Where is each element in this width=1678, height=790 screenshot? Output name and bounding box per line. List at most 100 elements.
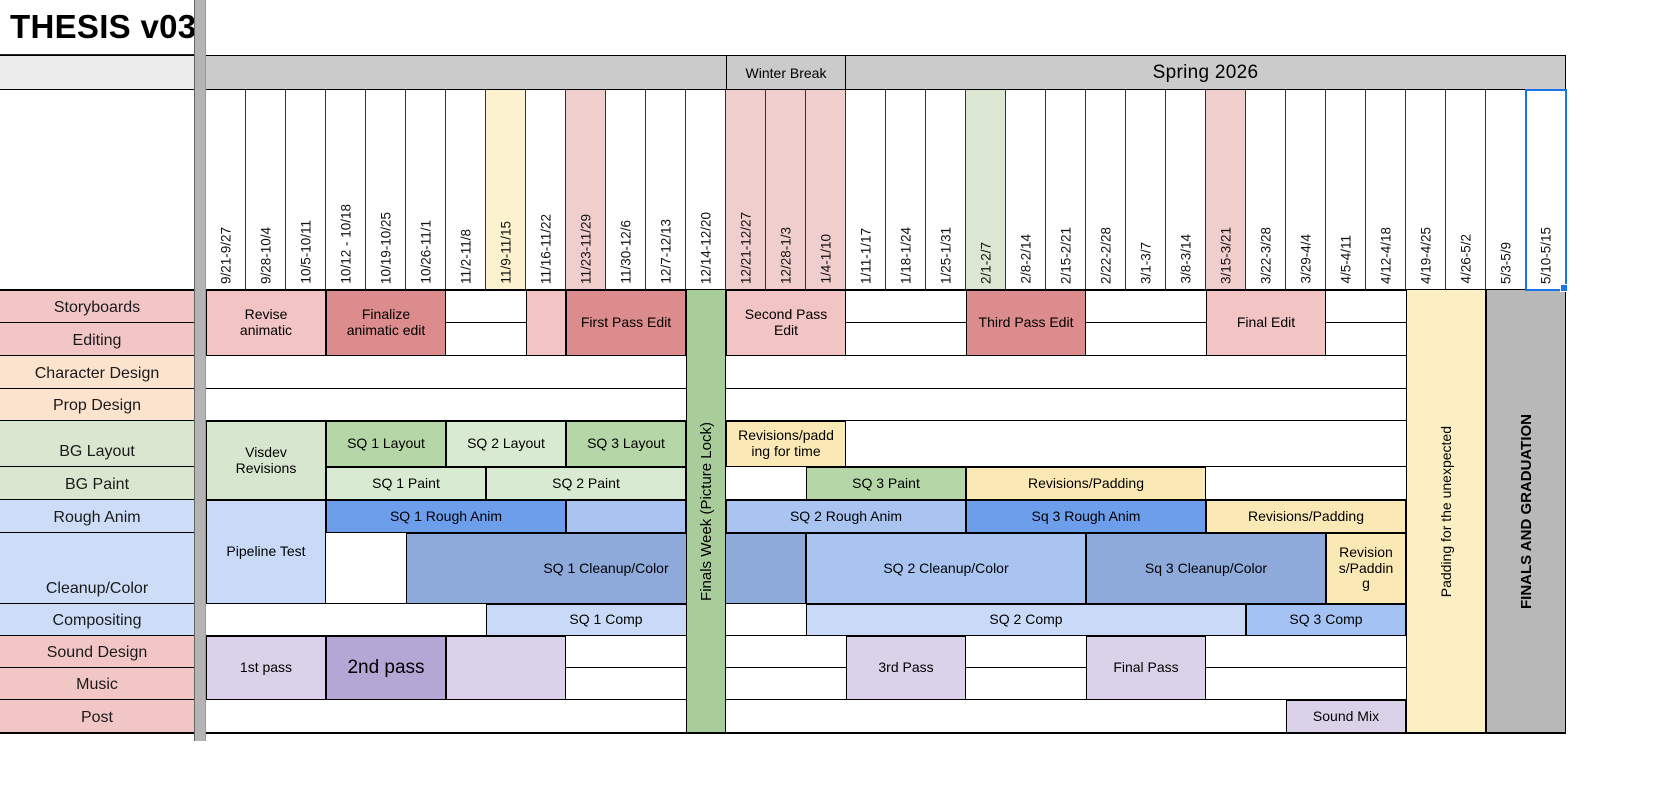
week-header-1-11-1-17[interactable]: 1/11-1/17 [846, 90, 886, 290]
week-header-9-28-10-4[interactable]: 9/28-10/4 [246, 90, 286, 290]
week-header-2-1-2-7[interactable]: 2/1-2/7 [966, 90, 1006, 290]
bar-pipeline-test[interactable]: Pipeline Test [206, 500, 326, 604]
week-header-4-19-4-25[interactable]: 4/19-4/25 [1406, 90, 1446, 290]
row-label-bg-paint[interactable]: BG Paint [0, 467, 194, 500]
bar-sq-2-layout[interactable]: SQ 2 Layout [446, 421, 566, 467]
frozen-pane-divider[interactable] [194, 0, 206, 741]
bar-segment[interactable] [566, 500, 686, 533]
bar-sq-2-paint[interactable]: SQ 2 Paint [486, 467, 686, 500]
bar-visdev-revisions[interactable]: Visdev Revisions [206, 421, 326, 500]
row-label-cleanup-color[interactable]: Cleanup/Color [0, 533, 194, 604]
overlay-finals-and-graduation[interactable]: FINALS AND GRADUATION [1486, 290, 1566, 733]
row-label-compositing[interactable]: Compositing [0, 604, 194, 636]
week-header-4-5-4-11[interactable]: 4/5-4/11 [1326, 90, 1366, 290]
week-header-3-1-3-7[interactable]: 3/1-3/7 [1126, 90, 1166, 290]
week-label: 3/1-3/7 [1138, 241, 1153, 284]
spring-2026-header[interactable]: Spring 2026 [846, 56, 1566, 89]
row-label-music[interactable]: Music [0, 668, 194, 700]
bar-sq-2-rough-anim[interactable]: SQ 2 Rough Anim [726, 500, 966, 533]
bar-2nd-pass[interactable]: 2nd pass [326, 636, 446, 700]
bar-label: Visdev Revisions [235, 443, 297, 476]
week-header-3-8-3-14[interactable]: 3/8-3/14 [1166, 90, 1206, 290]
bar-third-pass-edit[interactable]: Third Pass Edit [966, 290, 1086, 356]
week-header-10-5-10-11[interactable]: 10/5-10/11 [286, 90, 326, 290]
week-header-10-26-11-1[interactable]: 10/26-11/1 [406, 90, 446, 290]
week-header-11-30-12-6[interactable]: 11/30-12/6 [606, 90, 646, 290]
row-label-text: Cleanup/Color [45, 580, 149, 597]
band-corner-cell [0, 56, 194, 89]
week-header-10-19-10-25[interactable]: 10/19-10/25 [366, 90, 406, 290]
week-header-5-3-5-9[interactable]: 5/3-5/9 [1486, 90, 1526, 290]
week-header-1-4-1-10[interactable]: 1/4-1/10 [806, 90, 846, 290]
bar-sq-1-rough-anim[interactable]: SQ 1 Rough Anim [326, 500, 566, 533]
week-header-4-26-5-2[interactable]: 4/26-5/2 [1446, 90, 1486, 290]
week-header-3-22-3-28[interactable]: 3/22-3/28 [1246, 90, 1286, 290]
bar-3rd-pass[interactable]: 3rd Pass [846, 636, 966, 700]
week-header-4-12-4-18[interactable]: 4/12-4/18 [1366, 90, 1406, 290]
week-header-12-14-12-20[interactable]: 12/14-12/20 [686, 90, 726, 290]
bar-revise-animatic[interactable]: Revise animatic [206, 290, 326, 356]
bar-1st-pass[interactable]: 1st pass [206, 636, 326, 700]
week-label: 4/19-4/25 [1418, 226, 1433, 284]
week-header-2-15-2-21[interactable]: 2/15-2/21 [1046, 90, 1086, 290]
bar-finalize-animatic-edit[interactable]: Finalize animatic edit [326, 290, 446, 356]
week-header-11-9-11-15[interactable]: 11/9-11/15 [486, 90, 526, 290]
grid-row-character-design[interactable] [206, 356, 1566, 389]
bar-second-pass-edit[interactable]: Second Pass Edit [726, 290, 846, 356]
bar-sq-3-layout[interactable]: SQ 3 Layout [566, 421, 686, 467]
row-label-storyboards[interactable]: Storyboards [0, 290, 194, 323]
bar-revisions-padding[interactable]: Revisions/Padding [1206, 500, 1406, 533]
bar-revisions-padding[interactable]: Revisions/Padding [1326, 533, 1406, 604]
overlay-padding-for-the-unexpected[interactable]: Padding for the unexpected [1406, 290, 1486, 733]
row-label-bg-layout[interactable]: BG Layout [0, 421, 194, 467]
week-header-1-18-1-24[interactable]: 1/18-1/24 [886, 90, 926, 290]
bar-final-edit[interactable]: Final Edit [1206, 290, 1326, 356]
bar-sq-3-paint[interactable]: SQ 3 Paint [806, 467, 966, 500]
week-header-3-15-3-21[interactable]: 3/15-3/21 [1206, 90, 1246, 290]
bar-label: SQ 2 Layout [467, 435, 545, 452]
winter-break-header[interactable]: Winter Break [726, 56, 846, 89]
week-header-11-16-11-22[interactable]: 11/16-11/22 [526, 90, 566, 290]
bar-sq-3-rough-anim[interactable]: Sq 3 Rough Anim [966, 500, 1206, 533]
row-label-editing[interactable]: Editing [0, 323, 194, 356]
week-header-2-8-2-14[interactable]: 2/8-2/14 [1006, 90, 1046, 290]
bar-revisions-padding-for-time[interactable]: Revisions/padding for time [726, 421, 846, 467]
grid-row-prop-design[interactable] [206, 389, 1566, 421]
bar-sq-3-comp[interactable]: SQ 3 Comp [1246, 604, 1406, 636]
row-label-rough-anim[interactable]: Rough Anim [0, 500, 194, 533]
bar-sq-3-cleanup-color[interactable]: Sq 3 Cleanup/Color [1086, 533, 1326, 604]
bar-sq-1-cleanup-color[interactable]: SQ 1 Cleanup/Color [406, 533, 806, 604]
week-header-12-21-12-27[interactable]: 12/21-12/27 [726, 90, 766, 290]
week-header-11-23-11-29[interactable]: 11/23-11/29 [566, 90, 606, 290]
bar-segment[interactable] [526, 290, 566, 356]
bar-segment[interactable] [446, 636, 566, 700]
row-label-prop-design[interactable]: Prop Design [0, 389, 194, 421]
week-header-12-7-12-13[interactable]: 12/7-12/13 [646, 90, 686, 290]
week-header-3-29-4-4[interactable]: 3/29-4/4 [1286, 90, 1326, 290]
bar-sq-1-layout[interactable]: SQ 1 Layout [326, 421, 446, 467]
sheet-bottom-border [0, 732, 1566, 734]
week-header-9-21-9-27[interactable]: 9/21-9/27 [206, 90, 246, 290]
row-label-text: Music [76, 676, 118, 693]
bar-sq-1-paint[interactable]: SQ 1 Paint [326, 467, 486, 500]
row-label-character-design[interactable]: Character Design [0, 356, 194, 389]
bar-sq-2-cleanup-color[interactable]: SQ 2 Cleanup/Color [806, 533, 1086, 604]
row-label-post[interactable]: Post [0, 700, 194, 733]
bar-label: SQ 2 Comp [989, 611, 1063, 628]
week-header-1-25-1-31[interactable]: 1/25-1/31 [926, 90, 966, 290]
bar-sq-2-comp[interactable]: SQ 2 Comp [806, 604, 1246, 636]
week-header-11-2-11-8[interactable]: 11/2-11/8 [446, 90, 486, 290]
week-header-12-28-1-3[interactable]: 12/28-1/3 [766, 90, 806, 290]
sheet-title-cell[interactable]: THESIS v03 [0, 0, 194, 55]
row-label-text: Editing [72, 332, 122, 349]
week-header-2-22-2-28[interactable]: 2/22-2/28 [1086, 90, 1126, 290]
bar-sound-mix[interactable]: Sound Mix [1286, 700, 1406, 733]
bar-revisions-padding[interactable]: Revisions/Padding [966, 467, 1206, 500]
week-label: 4/26-5/2 [1458, 234, 1473, 284]
overlay-label: FINALS AND GRADUATION [1517, 414, 1535, 609]
bar-first-pass-edit[interactable]: First Pass Edit [566, 290, 686, 356]
week-header-10-12-10-18[interactable]: 10/12 - 10/18 [326, 90, 366, 290]
overlay-finals-week-picture-lock[interactable]: Finals Week (Picture Lock) [686, 290, 726, 733]
row-label-sound-design[interactable]: Sound Design [0, 636, 194, 668]
bar-final-pass[interactable]: Final Pass [1086, 636, 1206, 700]
